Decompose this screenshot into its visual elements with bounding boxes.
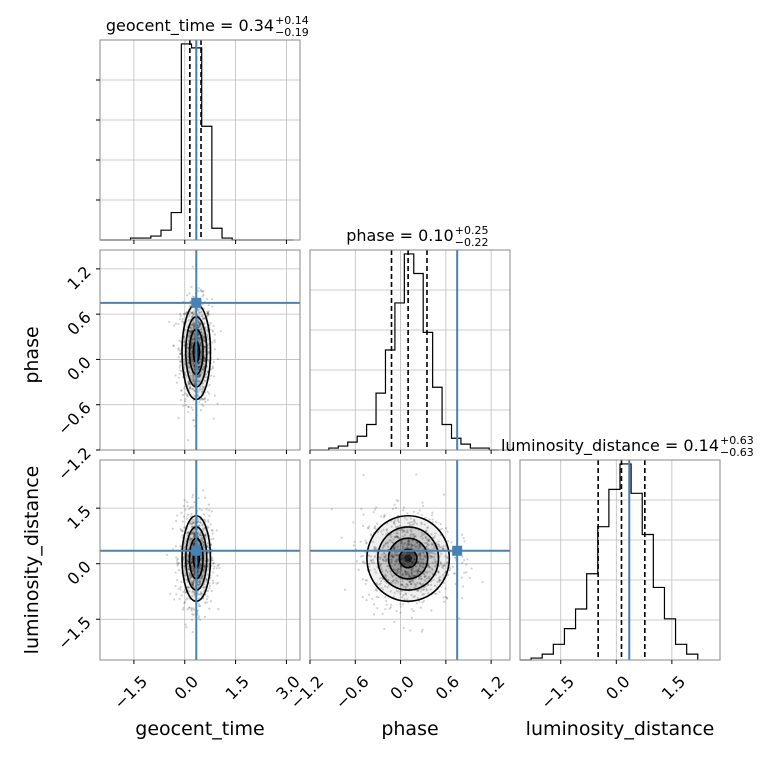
- xtick-label-luminosity_distance-1: 0.0: [602, 672, 633, 703]
- yaxis-label-luminosity_distance: luminosity_distance: [21, 466, 43, 655]
- ytick-label-luminosity_distance-2: 1.5: [63, 502, 94, 533]
- hist-luminosity_distance-frame: [519, 459, 721, 661]
- title-minus-geocent_time: −0.19: [275, 26, 309, 39]
- truth-marker-0: [191, 297, 202, 308]
- title-minus-phase: −0.22: [455, 236, 489, 249]
- contour-2-0: [398, 548, 418, 569]
- title-plus-geocent_time: +0.14: [275, 14, 309, 27]
- xtick-label-phase-3: 0.6: [432, 672, 463, 703]
- hist-step-luminosity_distance: [520, 463, 699, 661]
- scatter-panel-geocent_time-luminosity_distance: [96, 459, 301, 664]
- xtick-label-phase-1: −0.6: [332, 672, 373, 713]
- hist-panel-luminosity_distance: [519, 459, 721, 664]
- title-text-luminosity_distance: luminosity_distance = 0.14: [501, 436, 719, 456]
- title-minus-luminosity_distance: −0.63: [720, 446, 754, 459]
- title-phase: phase = 0.10 +0.25−0.22: [346, 224, 488, 249]
- xtick-label-geocent_time-2: 1.5: [221, 672, 252, 703]
- labels: geocent_time = 0.34 +0.14−0.19 phase = 0.1…: [21, 14, 754, 740]
- hist-phase-frame: [309, 249, 511, 451]
- title-luminosity_distance: luminosity_distance = 0.14 +0.63−0.63: [501, 434, 754, 459]
- ytick-label-luminosity_distance-0: −1.5: [54, 613, 95, 654]
- ytick-label-phase-2: 0.0: [63, 353, 94, 384]
- ytick-label-phase-3: 0.6: [63, 308, 94, 339]
- density-level-2-4: [404, 554, 413, 563]
- title-text-phase: phase = 0.10: [346, 226, 453, 245]
- xaxis-label-phase: phase: [381, 718, 438, 740]
- scatter-cloud-2: [310, 460, 510, 660]
- hist-panel-phase: [309, 249, 511, 454]
- contour-2-3: [366, 514, 451, 603]
- hist-geocent_time-frame: [99, 39, 301, 241]
- scatter-panel-geocent_time-phase: [96, 249, 301, 454]
- title-plus-phase: +0.25: [455, 224, 489, 237]
- hist-step-phase: [310, 253, 499, 451]
- panels: [96, 39, 721, 664]
- xaxis-label-geocent_time: geocent_time: [135, 718, 264, 740]
- ytick-label-phase-1: −0.6: [54, 398, 95, 439]
- ytick-label-luminosity_distance-1: 0.0: [63, 557, 94, 588]
- scatter-2-frame: [309, 459, 511, 661]
- ytick-label-phase-4: 1.2: [63, 262, 94, 293]
- title-plus-luminosity_distance: +0.63: [720, 434, 754, 447]
- xtick-label-luminosity_distance-2: 1.5: [658, 672, 689, 703]
- yaxis-label-phase: phase: [21, 326, 43, 383]
- scatter-cloud-1: [100, 460, 300, 660]
- ytick-label-phase-0: −1.2: [54, 443, 95, 484]
- scatter-cloud-0: [100, 250, 300, 450]
- scatter-1-frame: [99, 459, 301, 661]
- hist-panel-geocent_time: [96, 39, 301, 244]
- xtick-label-luminosity_distance-0: −1.5: [537, 672, 578, 713]
- xtick-label-phase-4: 1.2: [477, 672, 508, 703]
- contour-2-2: [376, 526, 440, 591]
- xtick-label-geocent_time-0: −1.5: [110, 672, 151, 713]
- scatter-panel-phase-luminosity_distance: [309, 459, 511, 664]
- xaxis-label-luminosity_distance: luminosity_distance: [526, 718, 715, 740]
- truth-marker-2: [452, 545, 463, 556]
- title-text-geocent_time: geocent_time = 0.34: [106, 16, 274, 36]
- xtick-label-geocent_time-1: 0.0: [171, 672, 202, 703]
- title-geocent_time: geocent_time = 0.34 +0.14−0.19: [106, 14, 309, 39]
- scatter-0-frame: [99, 249, 301, 451]
- truth-marker-1: [191, 545, 202, 556]
- xtick-label-phase-2: 0.0: [386, 672, 417, 703]
- contour-2-1: [387, 537, 429, 580]
